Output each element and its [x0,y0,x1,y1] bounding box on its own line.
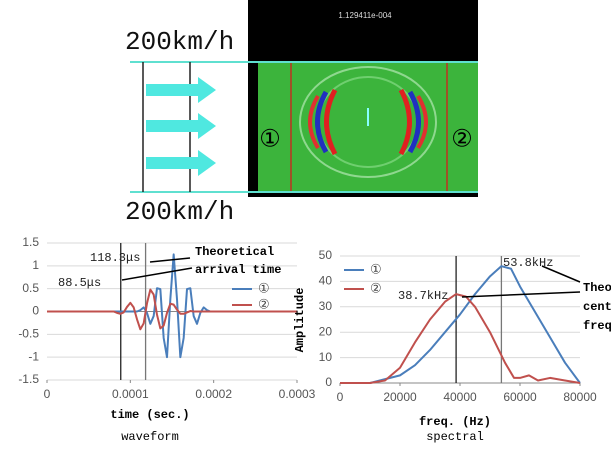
y-tick-label: 1 [32,258,39,272]
simulation-field [258,62,478,193]
y-axis-label: Amplitude [293,288,307,353]
wave-front [315,90,329,154]
flow-arrow [146,77,216,103]
y-tick-label: 10 [319,350,333,364]
x-tick-label: 0.0001 [112,387,149,401]
legend-label: ① [258,280,270,295]
x-tick-label: 40000 [443,390,477,404]
caption: waveform [121,430,179,444]
annotation: Theoretical [583,281,611,295]
y-tick-label: -1 [28,349,39,363]
annotation: center [583,300,611,314]
series-line [340,265,581,384]
legend-label: ① [370,261,382,276]
reference-label: 53.8kHz [503,256,553,270]
x-tick-label: 0 [337,390,344,404]
legend-label: ② [258,296,270,311]
legend-label: ② [370,280,382,295]
annotation: Theoretical [195,245,274,259]
x-tick-label: 80000 [563,390,597,404]
caption: spectral [426,430,484,444]
sim-label: 1.129411e-004 [338,11,392,20]
reference-label: 38.7kHz [398,289,448,303]
x-tick-label: 0 [44,387,51,401]
reference-label: 118.3μs [90,251,140,265]
x-tick-label: 0.0003 [279,387,316,401]
series-line [47,288,297,331]
x-tick-label: 60000 [503,390,537,404]
y-tick-label: 50 [319,248,333,262]
wave-front [324,88,338,156]
annotation: frequency [583,319,611,333]
wave-front [308,94,320,150]
sensor-marker: ② [451,125,473,152]
y-tick-label: 20 [319,324,333,338]
y-tick-label: 0 [325,375,332,389]
flow-arrow [146,113,216,139]
flow-arrows [146,77,216,176]
speed-label: 200km/h [125,197,234,227]
y-tick-label: 30 [319,299,333,313]
series-line [47,253,297,359]
wave-ring [299,66,437,178]
sensor-marker: ① [259,125,281,152]
wave-front [416,94,428,150]
y-tick-label: -0.5 [18,327,39,341]
wave-pattern [299,66,437,178]
wave-front [407,90,421,154]
x-tick-label: 20000 [383,390,417,404]
wave-front [398,88,412,156]
annotation-arrow [149,257,191,263]
series-line [340,293,581,384]
annotation-arrow [461,291,581,298]
y-tick-label: 0 [32,304,39,318]
y-tick-label: 1.5 [22,235,39,249]
annotation-arrow [121,267,193,281]
speed-label: 200km/h [125,27,234,57]
y-tick-label: 40 [319,274,333,288]
reference-label: 88.5μs [58,276,101,290]
y-tick-label: -1.5 [18,372,39,386]
flow-arrow [146,150,216,176]
annotation: arrival time [195,263,281,277]
annotation-arrow [541,265,581,283]
x-axis-label: freq. (Hz) [419,415,491,429]
y-tick-label: 0.5 [22,281,39,295]
x-axis-label: time (sec.) [110,408,189,422]
x-tick-label: 0.0002 [195,387,232,401]
